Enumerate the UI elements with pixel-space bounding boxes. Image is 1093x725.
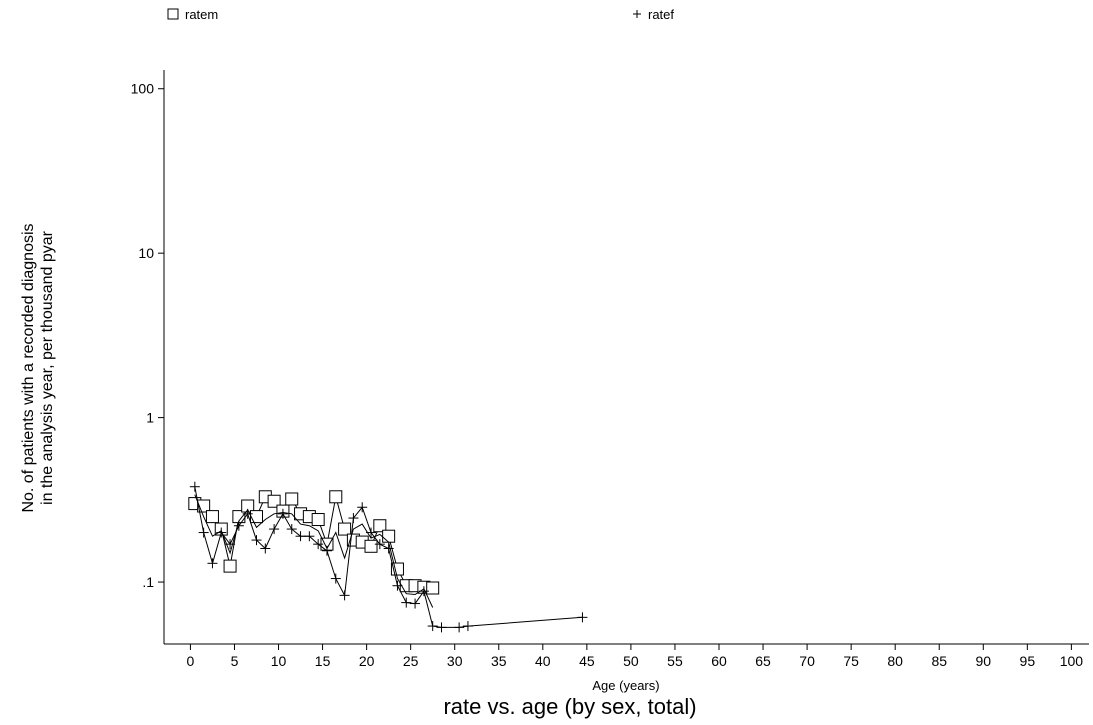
data-point-ratem — [373, 519, 387, 533]
y-tick-label: 1 — [146, 410, 154, 426]
x-tick-label: 55 — [667, 653, 683, 669]
data-point-ratem — [364, 539, 378, 553]
x-tick-label: 65 — [755, 653, 771, 669]
x-tick-label: 25 — [403, 653, 419, 669]
y-tick-label: .1 — [142, 574, 154, 590]
x-tick-label: 95 — [1020, 653, 1036, 669]
legend: ratem ratef — [167, 7, 674, 22]
plot-area — [188, 481, 588, 633]
data-point-ratef — [313, 539, 324, 550]
data-point-ratef — [374, 539, 385, 550]
data-point-ratem — [338, 522, 352, 536]
data-point-ratef — [339, 590, 350, 601]
data-point-ratem — [285, 492, 299, 506]
data-point-ratef — [295, 531, 306, 542]
data-point-ratef — [330, 573, 341, 584]
x-tick-label: 45 — [579, 653, 595, 669]
data-point-ratem — [267, 494, 281, 508]
data-point-ratef — [189, 481, 200, 492]
legend-label-ratef: ratef — [648, 7, 674, 22]
x-tick-label: 90 — [975, 653, 991, 669]
legend-item-ratem: ratem — [167, 7, 218, 22]
data-point-ratef — [286, 524, 297, 535]
y-tick-label: 100 — [131, 81, 155, 97]
data-point-ratef — [401, 597, 412, 608]
x-tick-label: 0 — [187, 653, 195, 669]
data-point-ratef — [277, 508, 288, 519]
data-point-ratef — [207, 558, 218, 569]
x-axis-ticks: 0 5 10 15 20 25 30 35 40 45 50 55 60 65 70 75 80 85 90 95 10… — [187, 644, 1084, 669]
x-tick-label: 40 — [535, 653, 551, 669]
data-point-ratef — [198, 527, 209, 538]
data-point-ratef — [577, 612, 588, 623]
x-tick-label: 50 — [623, 653, 639, 669]
data-point-ratef — [410, 598, 421, 609]
data-point-ratef — [269, 524, 280, 535]
x-tick-label: 5 — [231, 653, 239, 669]
data-point-ratef — [462, 621, 473, 632]
data-point-ratem — [311, 513, 325, 527]
data-point-ratem — [250, 510, 263, 524]
y-axis-title-line-2: in the analysis year, per thousand pyar — [39, 230, 56, 505]
data-point-ratem — [382, 529, 396, 543]
data-point-ratef — [427, 621, 438, 632]
legend-label-ratem: ratem — [185, 7, 218, 22]
data-point-ratef — [436, 622, 447, 633]
y-axis-title: No. of patients with a recorded diagnosi… — [20, 223, 56, 512]
x-tick-label: 30 — [447, 653, 463, 669]
x-tick-label: 35 — [491, 653, 507, 669]
data-point-ratef — [392, 580, 403, 591]
x-tick-label: 100 — [1060, 653, 1084, 669]
data-point-ratef — [454, 622, 465, 633]
data-point-ratef — [260, 543, 271, 554]
data-point-ratem — [205, 510, 219, 524]
data-point-ratem — [426, 581, 440, 595]
series-line-total — [194, 494, 434, 608]
chart-title: rate vs. age (by sex, total) — [443, 694, 696, 719]
legend-item-ratef: ratef — [633, 7, 674, 22]
data-point-ratef — [251, 535, 262, 546]
data-point-ratef — [383, 543, 394, 554]
x-tick-label: 70 — [799, 653, 815, 669]
data-point-ratef — [357, 502, 368, 513]
x-tick-label: 20 — [359, 653, 375, 669]
y-axis-title-line-1: No. of patients with a recorded diagnosi… — [20, 223, 37, 512]
y-axis-ticks: .1 1 10 100 — [131, 81, 164, 590]
x-tick-label: 85 — [931, 653, 947, 669]
x-tick-label: 15 — [315, 653, 331, 669]
data-point-ratef — [348, 513, 359, 524]
data-point-ratef — [304, 531, 315, 542]
x-tick-label: 80 — [887, 653, 903, 669]
x-axis-title: Age (years) — [592, 678, 659, 693]
x-tick-label: 75 — [843, 653, 859, 669]
data-point-ratem — [223, 559, 237, 573]
data-point-ratem — [329, 490, 343, 504]
series-line-ratef — [194, 486, 583, 628]
x-tick-label: 10 — [271, 653, 287, 669]
y-tick-label: 10 — [138, 245, 154, 261]
x-tick-label: 60 — [711, 653, 727, 669]
legend-square-marker — [167, 8, 179, 20]
